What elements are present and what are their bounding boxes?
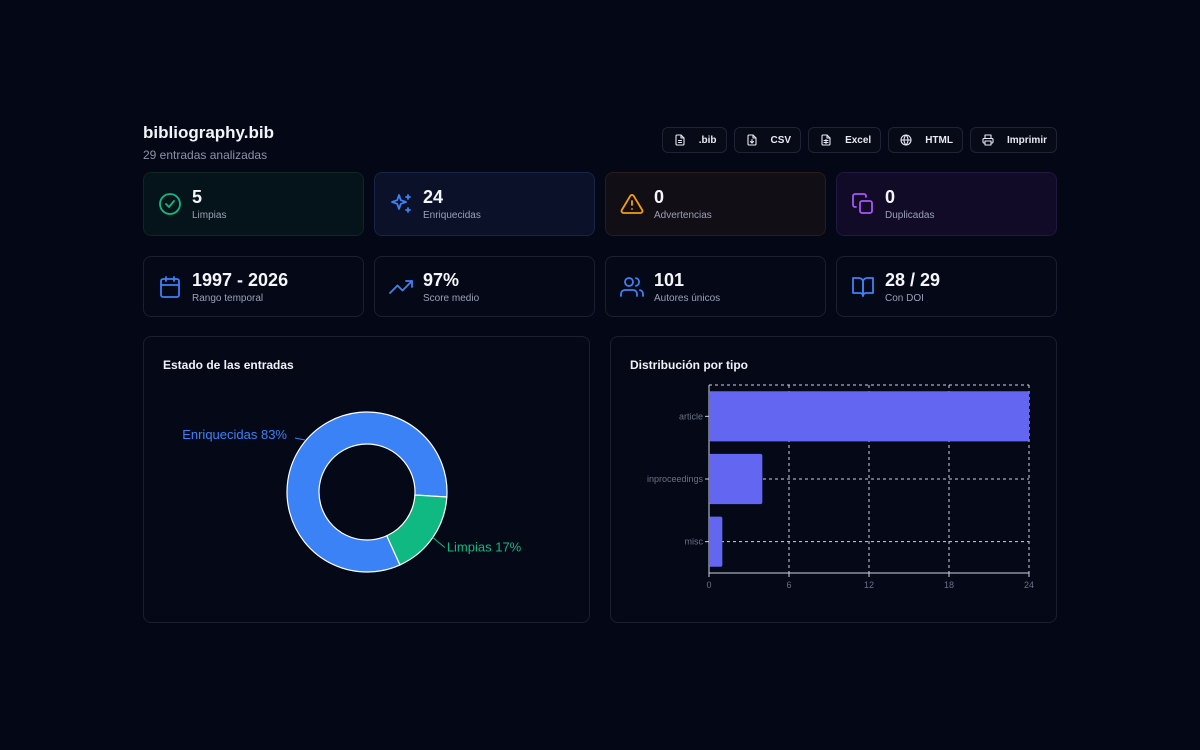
stat-card-enriched: 24 Enriquecidas xyxy=(374,172,595,236)
y-tick-label: inproceedings xyxy=(647,474,704,484)
stat-value: 5 xyxy=(192,187,203,207)
file-icon xyxy=(673,133,687,147)
donut-label: Enriquecidas 83% xyxy=(182,427,287,442)
stat-label: Duplicadas xyxy=(885,210,935,221)
donut-slice-enriched[interactable] xyxy=(286,411,448,573)
export-bib-button[interactable]: .bib xyxy=(661,127,727,153)
title-block: bibliography.bib 29 entradas analizadas xyxy=(143,122,274,162)
users-icon xyxy=(619,274,645,300)
x-tick-label: 24 xyxy=(1024,580,1034,590)
stat-label: Enriquecidas xyxy=(423,210,481,221)
x-tick-label: 0 xyxy=(706,580,711,590)
primary-stats: 5 Limpias 24 Enriquecidas 0 Advertencias 0 D… xyxy=(143,172,1057,236)
type-panel: Distribución por tipo 0 6 12 18 24 article inp… xyxy=(610,336,1057,623)
donut-label: Limpias 17% xyxy=(447,539,522,554)
printer-icon xyxy=(981,133,995,147)
donut-slice-clean[interactable] xyxy=(385,494,448,566)
stat-value: 24 xyxy=(423,187,444,207)
status-panel-title: Estado de las entradas xyxy=(163,358,294,372)
bar-article[interactable] xyxy=(709,391,1029,442)
stat-card-warnings: 0 Advertencias xyxy=(605,172,826,236)
header: bibliography.bib 29 entradas analizadas … xyxy=(143,122,1057,172)
stat-card-authors: 101 Autores únicos xyxy=(605,256,826,317)
y-tick-label: article xyxy=(679,411,703,421)
stat-label: Con DOI xyxy=(885,292,924,304)
check-circle-icon xyxy=(157,191,183,217)
book-open-icon xyxy=(850,274,876,300)
stat-value: 101 xyxy=(654,269,685,290)
stat-card-duplicates: 0 Duplicadas xyxy=(836,172,1057,236)
export-bib-label: .bib xyxy=(698,134,717,146)
stat-label: Autores únicos xyxy=(654,292,721,304)
stat-label: Score medio xyxy=(423,292,480,304)
stat-label: Rango temporal xyxy=(192,292,264,304)
dashboard: bibliography.bib 29 entradas analizadas … xyxy=(143,122,1057,623)
type-panel-title: Distribución por tipo xyxy=(630,358,748,372)
x-tick-label: 18 xyxy=(944,580,954,590)
export-actions: .bib CSV Excel HTML xyxy=(661,127,1057,153)
globe-icon xyxy=(899,133,913,147)
stat-card-score: 97% Score medio xyxy=(374,256,595,317)
stat-card-clean: 5 Limpias xyxy=(143,172,364,236)
calendar-icon xyxy=(157,274,183,300)
stat-card-time-range: 1997 - 2026 Rango temporal xyxy=(143,256,364,317)
copy-icon xyxy=(850,191,876,217)
sparkles-icon xyxy=(388,191,414,217)
status-donut-chart: Enriquecidas 83% Limpias 17% xyxy=(182,411,522,573)
print-label: Imprimir xyxy=(1006,134,1047,146)
export-csv-label: CSV xyxy=(770,134,792,146)
charts-row: Estado de las entradas Enriquecidas 83% L… xyxy=(143,336,1057,623)
x-tick-label: 6 xyxy=(786,580,791,590)
type-bar-chart: 0 6 12 18 24 article inproceedings misc xyxy=(647,384,1034,590)
x-tick-label: 12 xyxy=(864,580,874,590)
export-excel-button[interactable]: Excel xyxy=(808,127,882,153)
y-tick-label: misc xyxy=(685,537,704,547)
trending-up-icon xyxy=(388,274,414,300)
warning-icon xyxy=(619,191,645,217)
entries-count: 29 entradas analizadas xyxy=(143,148,268,162)
file-download-icon xyxy=(745,133,759,147)
print-button[interactable]: Imprimir xyxy=(969,127,1057,153)
export-excel-label: Excel xyxy=(845,134,872,146)
file-name: bibliography.bib xyxy=(143,123,274,142)
stat-value: 97% xyxy=(423,269,460,290)
export-html-label: HTML xyxy=(925,134,953,146)
status-panel: Estado de las entradas Enriquecidas 83% L… xyxy=(143,336,590,623)
leader-line xyxy=(294,437,306,441)
stat-label: Advertencias xyxy=(654,210,712,221)
stat-value: 28 / 29 xyxy=(885,269,941,290)
stat-value: 0 xyxy=(885,187,896,207)
stat-label: Limpias xyxy=(192,210,227,221)
export-html-button[interactable]: HTML xyxy=(888,127,963,153)
spreadsheet-icon xyxy=(819,133,833,147)
leader-line xyxy=(432,537,446,548)
export-csv-button[interactable]: CSV xyxy=(733,127,802,153)
secondary-stats: 1997 - 2026 Rango temporal 97% Score medio… xyxy=(143,256,1057,317)
bar-misc[interactable] xyxy=(709,516,723,567)
stat-value: 1997 - 2026 xyxy=(192,269,289,290)
stat-card-doi: 28 / 29 Con DOI xyxy=(836,256,1057,317)
bar-inproceedings[interactable] xyxy=(709,453,763,505)
stat-value: 0 xyxy=(654,187,665,207)
